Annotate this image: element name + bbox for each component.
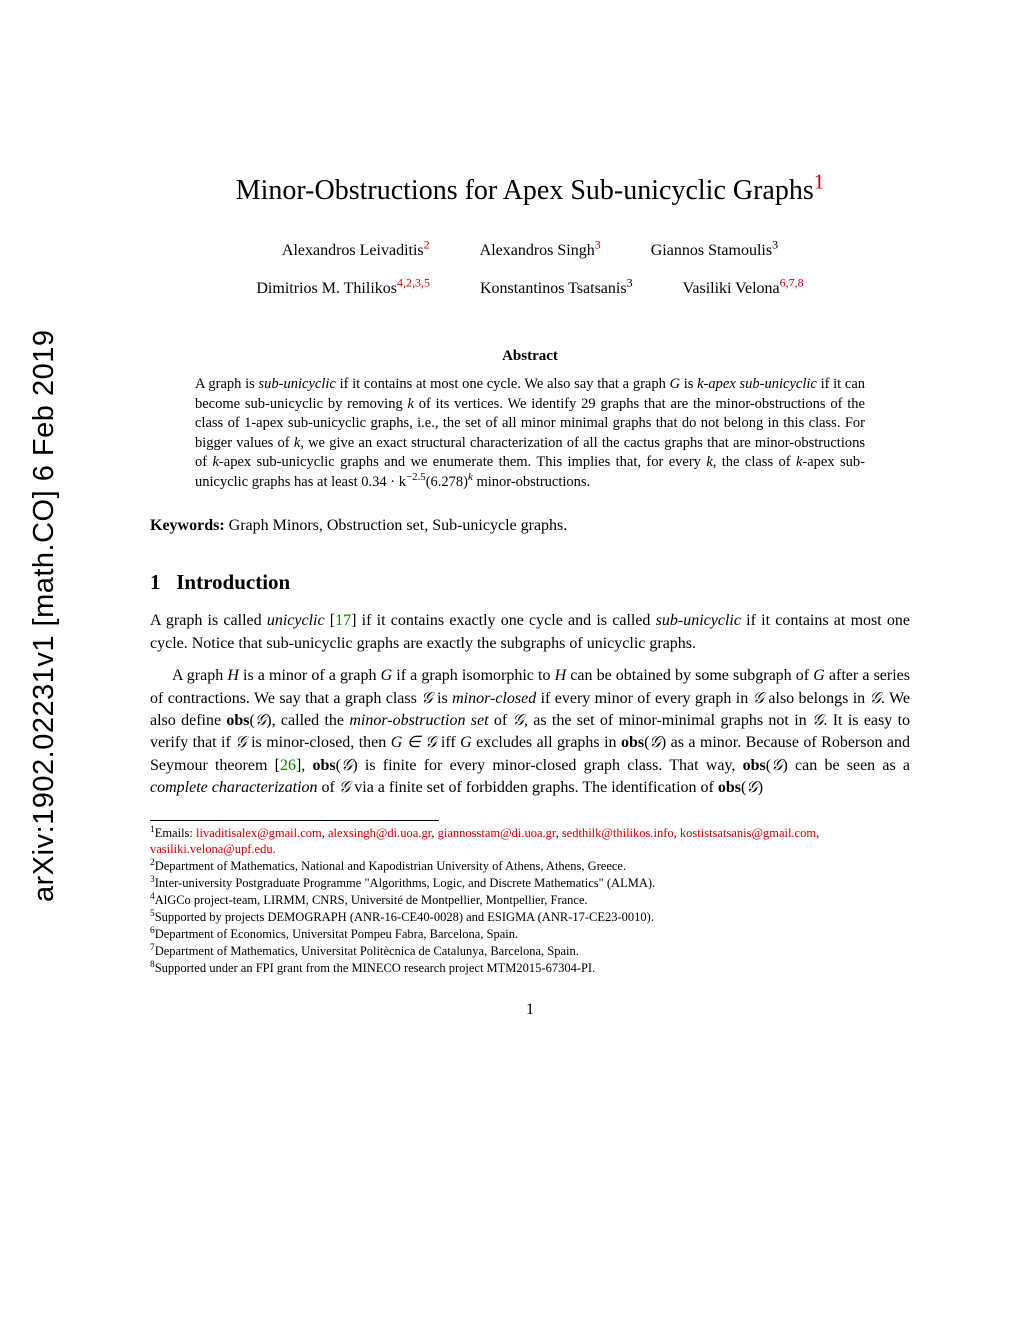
email-1[interactable]: livaditisalex@gmail.com [196,826,322,840]
keywords-label: Keywords: [150,517,225,534]
author-5-affil: 3 [627,276,633,290]
footnote-2: 2Department of Mathematics, National and… [150,858,910,875]
paragraph-1: A graph is called unicyclic [17] if it c… [150,610,910,655]
authors-row-1: Alexandros Leivaditis2 Alexandros Singh3… [150,242,910,260]
footnote-5: 5Supported by projects DEMOGRAPH (ANR-16… [150,909,910,926]
author-6: Vasiliki Velona6,7,8 [683,280,804,298]
authors-row-2: Dimitrios M. Thilikos4,2,3,5 Konstantino… [150,280,910,298]
footnote-4: 4AlGCo project-team, LIRMM, CNRS, Univer… [150,892,910,909]
section-title: Introduction [176,570,290,594]
paper-title: Minor-Obstructions for Apex Sub-unicycli… [150,175,910,207]
abstract-body: A graph is sub-unicyclic if it contains … [195,375,865,492]
email-5[interactable]: kostistsatsanis@gmail.com [680,826,816,840]
email-3[interactable]: giannosstam@di.uoa.gr [438,826,556,840]
author-5: Konstantinos Tsatsanis3 [480,280,633,298]
footnote-3: 3Inter-university Postgraduate Programme… [150,875,910,892]
section-number: 1 [150,570,161,594]
author-2: Alexandros Singh3 [480,242,601,260]
paragraph-2: A graph H is a minor of a graph G if a g… [150,665,910,799]
footnote-1: 1Emails: livaditisalex@gmail.com, alexsi… [150,825,910,859]
author-1-affil[interactable]: 2 [424,238,430,252]
footnote-8: 8Supported under an FPI grant from the M… [150,960,910,977]
footnotes-block: 1Emails: livaditisalex@gmail.com, alexsi… [150,825,910,977]
citation-17[interactable]: 17 [335,612,351,629]
author-3: Giannos Stamoulis3 [651,242,778,260]
author-4-affil[interactable]: 4,2,3,5 [397,276,430,290]
author-6-affil[interactable]: 6,7,8 [780,276,804,290]
title-text: Minor-Obstructions for Apex Sub-unicycli… [236,175,814,206]
author-4: Dimitrios M. Thilikos4,2,3,5 [256,280,430,298]
keywords-text: Graph Minors, Obstruction set, Sub-unicy… [225,517,568,534]
arxiv-id-text: arXiv:1902.02231v1 [math.CO] 6 Feb 2019 [28,330,60,902]
author-2-affil[interactable]: 3 [595,238,601,252]
section-1-heading: 1 Introduction [150,570,910,595]
email-6[interactable]: vasiliki.velona@upf.edu [150,842,273,856]
email-2[interactable]: alexsingh@di.uoa.gr [328,826,431,840]
page-number: 1 [150,1001,910,1019]
abstract-heading: Abstract [150,348,910,365]
footnote-7: 7Department of Mathematics, Universitat … [150,943,910,960]
author-1: Alexandros Leivaditis2 [282,242,430,260]
footnote-6: 6Department of Economics, Universitat Po… [150,926,910,943]
author-3-affil: 3 [772,238,778,252]
keywords-line: Keywords: Graph Minors, Obstruction set,… [150,517,910,535]
title-footnote-ref[interactable]: 1 [814,170,825,194]
page-content: Minor-Obstructions for Apex Sub-unicycli… [150,0,910,1019]
arxiv-id-banner: arXiv:1902.02231v1 [math.CO] 6 Feb 2019 [28,330,61,902]
body-text: A graph is called unicyclic [17] if it c… [150,610,910,799]
authors-block: Alexandros Leivaditis2 Alexandros Singh3… [150,242,910,298]
email-4[interactable]: sedthilk@thilikos.info [562,826,674,840]
citation-26[interactable]: 26 [280,757,296,774]
